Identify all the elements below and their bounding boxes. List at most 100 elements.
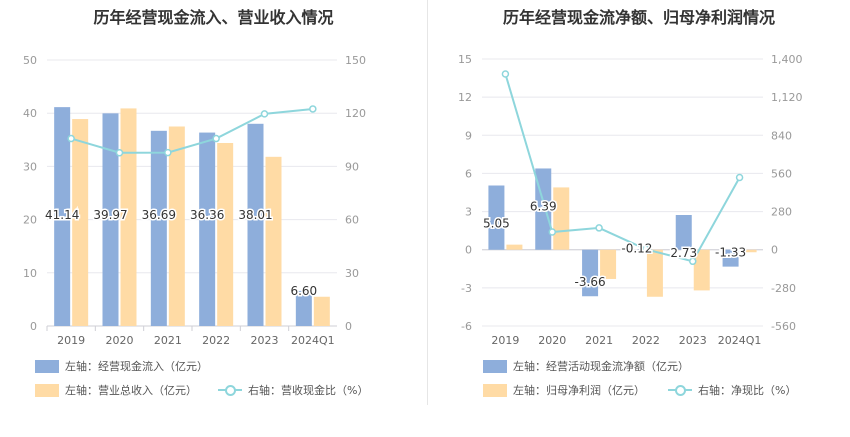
right-axis-tick-label: 0 xyxy=(771,244,778,257)
left-legend-item-ratio[interactable]: 右轴：营收现金比（%） xyxy=(218,382,368,398)
bar-blue[interactable] xyxy=(102,113,119,327)
bar-data-label: -1.33 xyxy=(715,246,746,260)
ratio-point[interactable] xyxy=(548,228,556,236)
ratio-point[interactable] xyxy=(260,110,269,118)
legend-swatch-orange xyxy=(35,383,59,397)
right-legend-item-net-profit[interactable]: 左轴：归母净利润（亿元） xyxy=(483,382,645,398)
bar-orange[interactable] xyxy=(265,156,282,326)
right-axis-tick-label: 30 xyxy=(345,267,359,280)
bar-data-label: 36.36 xyxy=(190,208,224,222)
bar-blue[interactable] xyxy=(675,215,692,250)
right-axis-tick-label: 840 xyxy=(771,129,792,142)
left-chart: 0 10 20 30 40 50 0 30 60 90 120 150 2019 2020 2021 2022… xyxy=(23,54,366,347)
category-label: 2023 xyxy=(251,334,279,347)
left-legend-item-cash-inflow[interactable]: 左轴：经营现金流入（亿元） xyxy=(35,358,208,374)
left-axis-tick-label: 15 xyxy=(458,53,472,66)
bar-data-label: 36.69 xyxy=(142,208,176,222)
ratio-point[interactable] xyxy=(642,245,650,254)
ratio-point[interactable] xyxy=(115,148,124,157)
right-axis-tick-label: 560 xyxy=(771,167,792,180)
ratio-point[interactable] xyxy=(67,134,75,143)
category-label: 2024Q1 xyxy=(718,334,762,347)
ratio-line xyxy=(504,73,741,263)
left-axis-tick-label: 9 xyxy=(465,129,472,142)
legend-swatch-blue xyxy=(483,359,507,373)
bar-blue[interactable] xyxy=(722,249,739,267)
category-label: 2021 xyxy=(585,334,613,347)
bar-orange[interactable] xyxy=(600,249,617,279)
category-label: 2020 xyxy=(538,334,566,347)
legend-swatch-blue xyxy=(35,359,59,373)
bar-blue[interactable] xyxy=(150,130,167,326)
left-axis-tick-label: -3 xyxy=(461,282,472,295)
left-axis-tick-label: -6 xyxy=(461,320,472,333)
bar-orange[interactable] xyxy=(553,187,570,250)
bar-data-label: 38.01 xyxy=(238,208,272,222)
category-label: 2022 xyxy=(202,334,230,347)
bar-data-label: 6.39 xyxy=(530,199,557,213)
right-axis-tick-label: 120 xyxy=(345,107,366,120)
right-axis-tick-label: 60 xyxy=(345,214,359,227)
ratio-point[interactable] xyxy=(735,173,744,182)
ratio-point[interactable] xyxy=(164,148,172,157)
bar-data-label: 2.73 xyxy=(670,246,697,260)
legend-swatch-orange xyxy=(483,383,507,397)
legend-line-swatch xyxy=(668,383,692,397)
bar-blue[interactable] xyxy=(488,185,505,250)
left-axis-tick-label: 6 xyxy=(465,167,472,180)
left-axis-tick-label: 12 xyxy=(458,91,472,104)
left-axis-tick-label: 50 xyxy=(23,54,37,67)
right-axis-tick-label: 90 xyxy=(345,160,359,173)
bar-data-label: -3.66 xyxy=(575,275,606,289)
ratio-point[interactable] xyxy=(212,134,220,143)
left-legend-item-revenue[interactable]: 左轴：营业总收入（亿元） xyxy=(35,382,197,398)
left-axis-tick-label: 30 xyxy=(23,160,37,173)
bar-orange[interactable] xyxy=(693,249,710,291)
right-axis-tick-label: 1,120 xyxy=(771,91,803,104)
bar-blue[interactable] xyxy=(247,123,264,326)
left-axis-tick-label: 0 xyxy=(465,244,472,257)
legend-label: 左轴：经营活动现金流净额（亿元） xyxy=(513,360,689,373)
bar-orange[interactable] xyxy=(120,108,137,326)
legend-label: 右轴：营收现金比（%） xyxy=(248,384,369,397)
bar-blue[interactable] xyxy=(54,107,71,327)
right-axis-tick-label: -280 xyxy=(771,282,796,295)
legend-line-swatch xyxy=(218,383,242,397)
bar-data-label: -0.12 xyxy=(621,242,652,256)
left-axis-tick-label: 0 xyxy=(30,320,37,333)
right-chart-title: 历年经营现金流净额、归母净利润情况 xyxy=(502,8,775,27)
right-legend-item-net-cash[interactable]: 左轴：经营活动现金流净额（亿元） xyxy=(483,358,689,374)
ratio-point[interactable] xyxy=(501,70,510,78)
legend-label: 左轴：经营现金流入（亿元） xyxy=(65,360,208,373)
right-legend-item-ratio[interactable]: 右轴：净现比（%） xyxy=(668,382,796,398)
right-axis-tick-label: -560 xyxy=(771,320,796,333)
bar-data-label: 5.05 xyxy=(483,217,510,231)
bar-blue[interactable] xyxy=(199,132,216,326)
category-label: 2020 xyxy=(106,334,134,347)
bar-blue[interactable] xyxy=(295,290,312,326)
category-label: 2019 xyxy=(491,334,519,347)
bar-orange[interactable] xyxy=(646,249,663,297)
bar-orange[interactable] xyxy=(168,126,185,327)
bar-blue[interactable] xyxy=(582,249,599,297)
category-label: 2022 xyxy=(632,334,660,347)
bar-orange[interactable] xyxy=(217,142,234,326)
legend-label: 左轴：营业总收入（亿元） xyxy=(65,384,197,397)
bar-orange[interactable] xyxy=(740,249,757,253)
bar-data-label: 6.60 xyxy=(290,284,317,298)
category-label: 2023 xyxy=(679,334,707,347)
bar-data-label: 41.14 xyxy=(45,208,79,222)
right-chart: -6 -3 0 3 6 9 12 15 -560 -280 0 280 560 840 1,120 1,400… xyxy=(458,53,803,347)
category-label: 2021 xyxy=(154,334,182,347)
ratio-line xyxy=(70,107,313,154)
category-label: 2019 xyxy=(57,334,85,347)
ratio-point[interactable] xyxy=(309,105,317,113)
bar-orange[interactable] xyxy=(506,244,523,250)
legend-label: 右轴：净现比（%） xyxy=(698,384,797,397)
ratio-point[interactable] xyxy=(689,257,697,266)
bar-orange[interactable] xyxy=(72,119,89,326)
bar-blue[interactable] xyxy=(628,249,645,252)
ratio-point[interactable] xyxy=(595,224,603,232)
bar-orange[interactable] xyxy=(313,296,330,326)
